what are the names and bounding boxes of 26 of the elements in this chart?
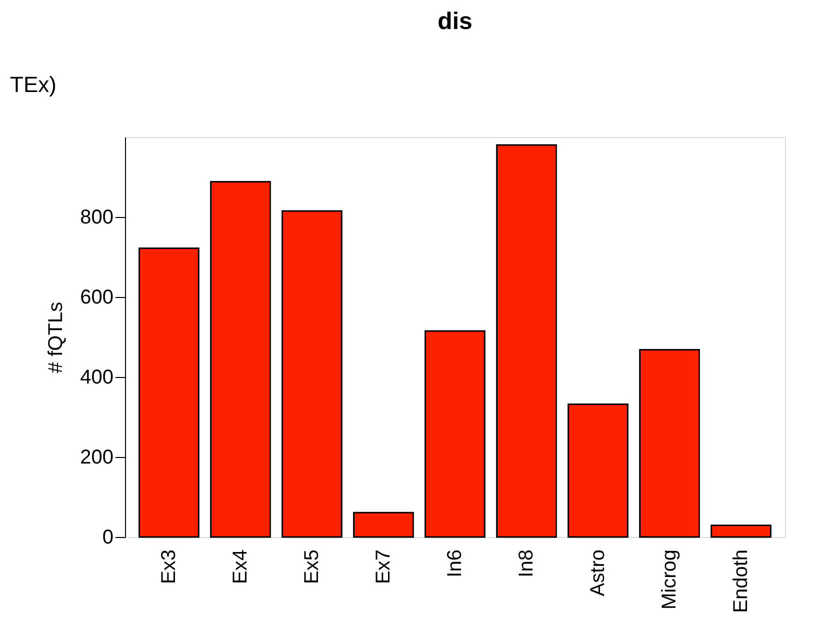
bar <box>353 512 414 538</box>
x-tick-label: In6 <box>444 550 466 578</box>
y-tick-label: 400 <box>80 366 114 388</box>
y-tick-label: 0 <box>102 526 114 548</box>
x-tick-label: Endoth <box>730 550 752 613</box>
y-tick-label: 800 <box>80 206 114 228</box>
chart-title: dis <box>438 8 472 35</box>
bar <box>210 181 271 538</box>
bar <box>496 144 557 538</box>
y-tick-label: 200 <box>80 446 114 468</box>
x-tick-label: In8 <box>516 550 538 578</box>
x-tick-label: Ex7 <box>372 550 394 584</box>
bar <box>282 210 342 538</box>
x-tick-label: Microg <box>658 550 681 610</box>
bar <box>568 403 628 538</box>
x-tick-label: Ex3 <box>158 550 180 584</box>
x-tick-label: Ex4 <box>229 550 252 584</box>
y-tick-label: 600 <box>80 286 114 308</box>
text: TEx) <box>10 72 56 97</box>
bar <box>639 349 700 538</box>
bar <box>424 330 486 538</box>
x-tick-label: Ex5 <box>300 550 323 584</box>
y-axis-title: # fQTLs <box>45 302 68 374</box>
x-tick-label: Astro <box>587 550 610 596</box>
bar <box>138 247 200 538</box>
bar <box>710 524 772 538</box>
